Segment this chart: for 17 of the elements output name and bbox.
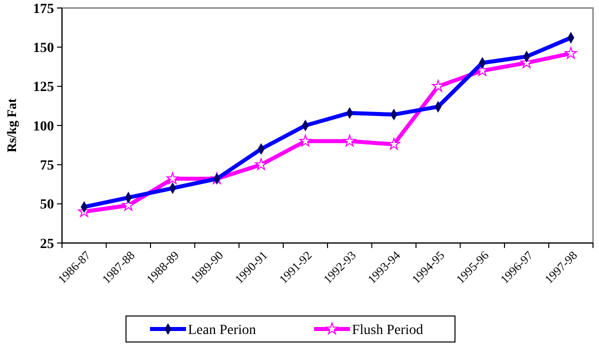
y-tick-label: 150 [33, 41, 54, 56]
y-tick-label: 25 [40, 236, 54, 252]
y-tick-label: 50 [40, 198, 54, 213]
point [299, 134, 312, 146]
y-axis-title: Rs/kg Fat [4, 98, 19, 152]
y-tick-label: 175 [33, 2, 54, 17]
y-tick-label: 100 [33, 119, 54, 134]
point [432, 80, 444, 92]
y-tick-label: 75 [40, 158, 54, 174]
point [343, 134, 356, 146]
legend-label: Flush Period [352, 322, 424, 338]
legend-label: Lean Perion [188, 322, 256, 338]
point [254, 158, 268, 170]
point [166, 172, 179, 184]
point [564, 46, 578, 59]
point [388, 138, 400, 150]
y-tick-label: 125 [33, 80, 54, 96]
